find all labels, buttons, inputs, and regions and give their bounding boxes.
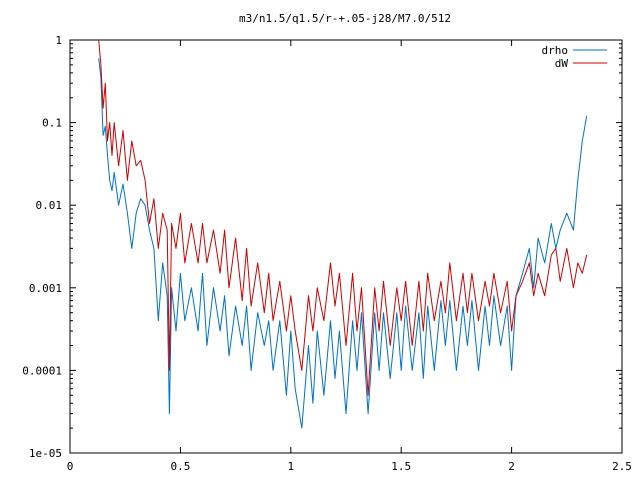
plot-border bbox=[69, 39, 623, 454]
x-axis: 0 0.5 1 1.5 2 2.5 bbox=[67, 40, 632, 473]
plot-frame bbox=[69, 39, 623, 454]
x-tick-label: 0.5 bbox=[170, 460, 190, 473]
series-line-dW bbox=[98, 39, 588, 396]
chart-title: m3/n1.5/q1.5/r-+.05-j28/M7.0/512 bbox=[239, 12, 451, 25]
legend-label-dW: dW bbox=[555, 57, 569, 70]
y-tick-label: 0.0001 bbox=[22, 364, 62, 377]
y-axis: 1 0.1 0.01 0.001 0.0001 1e-05 bbox=[22, 34, 622, 460]
y-tick-label: 0.1 bbox=[42, 117, 62, 130]
legend-label-drho: drho bbox=[542, 44, 569, 57]
x-tick-label: 1 bbox=[287, 460, 294, 473]
y-tick-label: 0.01 bbox=[36, 199, 63, 212]
x-tick-label: 0 bbox=[67, 460, 74, 473]
y-tick-label: 0.001 bbox=[29, 282, 62, 295]
x-tick-label: 2.5 bbox=[612, 460, 632, 473]
y-tick-label: 1e-05 bbox=[29, 447, 62, 460]
x-tick-label: 2 bbox=[508, 460, 515, 473]
series-layer bbox=[98, 39, 588, 429]
series-line-drho bbox=[98, 58, 588, 429]
x-tick-label: 1.5 bbox=[391, 460, 411, 473]
y-tick-label: 1 bbox=[55, 34, 62, 47]
